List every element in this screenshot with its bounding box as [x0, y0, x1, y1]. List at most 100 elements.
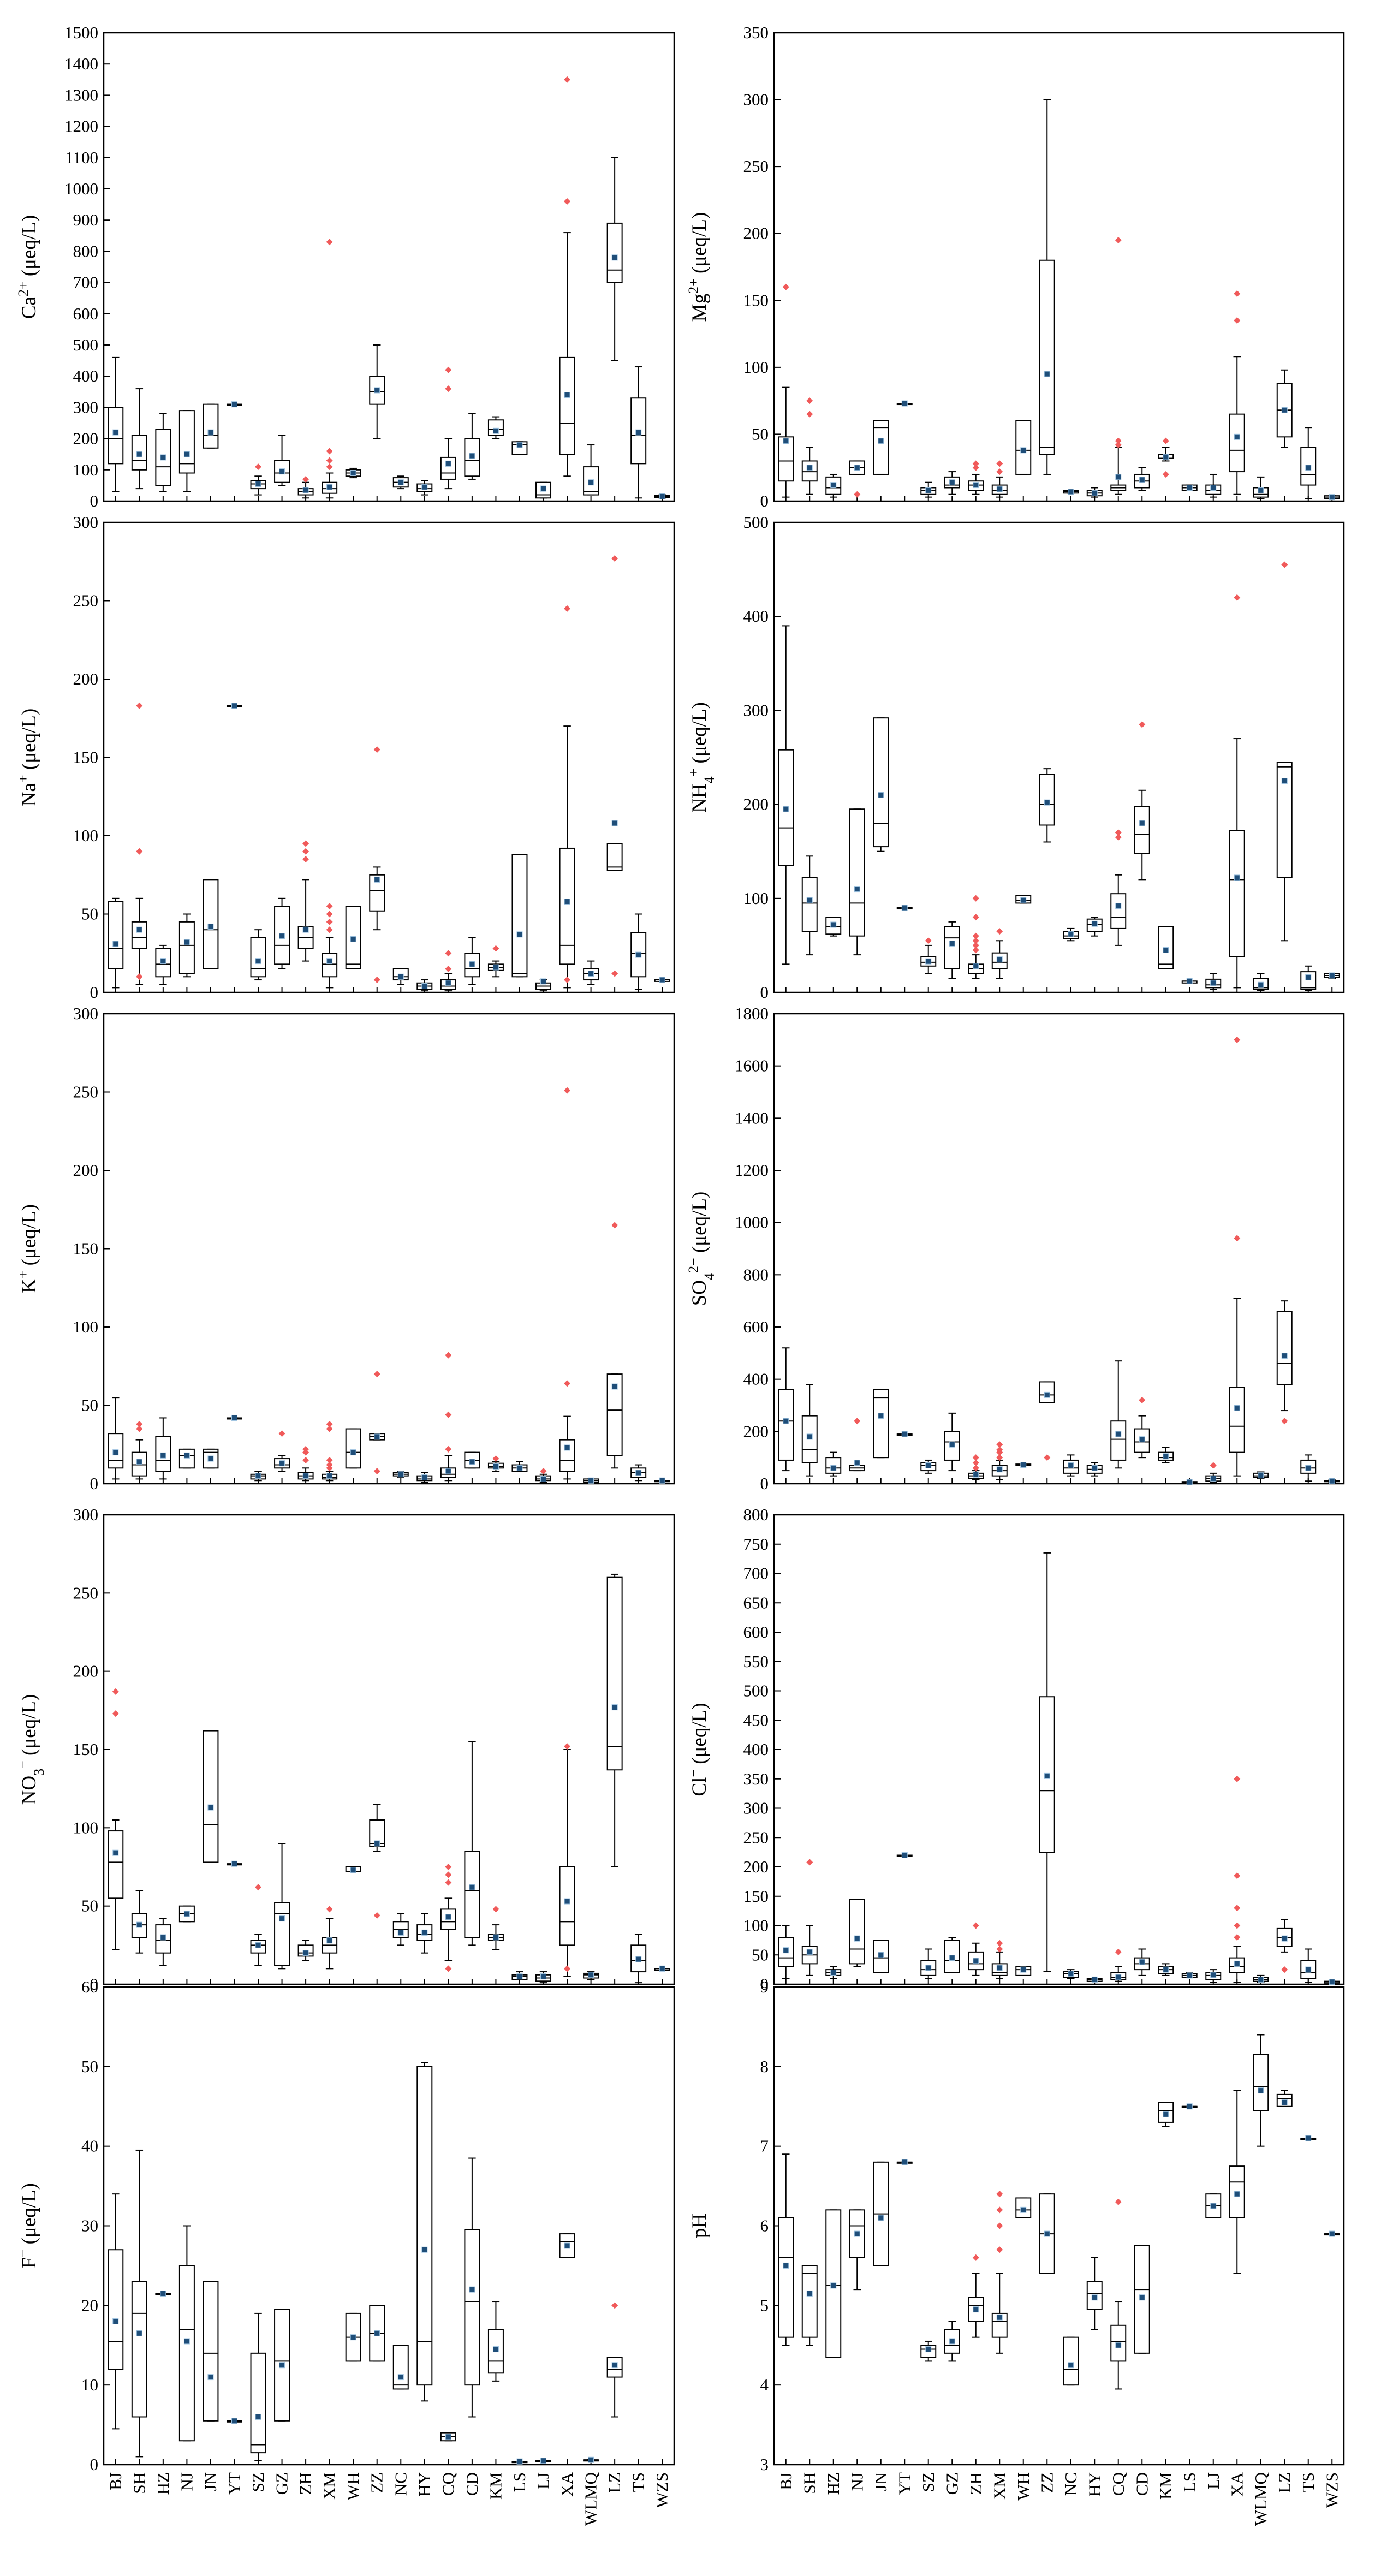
y-tick-label: 500: [73, 335, 99, 354]
box-hz: [155, 1417, 171, 1480]
chart-panel-5: 0 50 100 150 200 250 300 K+ (μeq/L): [15, 1004, 675, 1493]
outlier-point: [564, 605, 571, 612]
box-hz: [155, 413, 171, 492]
y-tick-label: 50: [81, 905, 98, 924]
box-iqr: [606, 222, 623, 283]
mean-marker: [806, 2290, 813, 2297]
outlier-point: [972, 1459, 979, 1466]
chart-panel-3: 0 50 100 150 200 250 300 Na+ (μeq/L): [15, 513, 675, 1002]
mean-marker: [1139, 820, 1145, 826]
outlier-point: [611, 1222, 618, 1229]
mean-marker: [878, 792, 884, 798]
plot-frame: [103, 1013, 675, 1485]
outlier-point: [972, 942, 979, 949]
outlier-point: [112, 1710, 119, 1717]
y-axis-label: pH: [688, 2214, 711, 2238]
box-jn: [203, 2281, 219, 2422]
outlier-point: [1115, 1948, 1122, 1955]
outlier-point: [326, 918, 333, 925]
y-tick-label: 50: [81, 2057, 98, 2076]
box-lj: [535, 1468, 552, 1483]
box-ls: [1181, 1972, 1198, 1979]
mean-marker: [901, 905, 908, 911]
y-tick-label: 3: [760, 2455, 769, 2474]
y-tick-label: 20: [81, 2295, 98, 2315]
box-wh: [1015, 420, 1032, 475]
box-iqr: [606, 1576, 623, 1771]
mean-marker: [564, 1898, 570, 1905]
outlier-point: [1234, 1775, 1241, 1782]
y-tick-label: 60: [81, 1977, 98, 1996]
mean-marker: [183, 451, 190, 457]
mean-marker: [588, 1972, 594, 1978]
box-iqr: [131, 921, 147, 949]
outlier-point: [492, 1906, 499, 1913]
y-tick-label: 700: [73, 273, 99, 292]
box-ls: [511, 854, 528, 978]
y-tick-label: 6: [760, 2216, 769, 2235]
mean-marker: [1305, 1966, 1312, 1973]
box-hy: [1086, 2257, 1103, 2330]
mean-marker: [1163, 454, 1169, 460]
chart-panel-4: 0 100 200 300 400 500 NH4+ (μeq/L): [686, 513, 1345, 1002]
box-xa: [1229, 2090, 1245, 2274]
mean-marker: [279, 1460, 285, 1467]
x-category-label: KM: [1156, 2472, 1175, 2500]
box-lz: [1276, 2090, 1293, 2107]
mean-marker: [1258, 487, 1264, 493]
x-category-label: NJ: [847, 2472, 866, 2491]
mean-marker: [183, 1911, 190, 1917]
mean-marker: [830, 921, 837, 928]
box-iqr: [1063, 2336, 1079, 2386]
box-iqr: [1229, 413, 1245, 473]
mean-marker: [659, 1477, 665, 1484]
y-tick-label: 9: [760, 1977, 769, 1996]
box-nc: [392, 1913, 409, 1946]
outlier-point: [972, 1454, 979, 1461]
outlier-point: [972, 2254, 979, 2261]
mean-marker: [1115, 1431, 1122, 1437]
outlier-point: [1234, 1922, 1241, 1929]
box-iqr: [274, 1902, 290, 1966]
outlier-point: [326, 457, 333, 464]
mean-marker: [806, 1949, 813, 1955]
box-wlmq: [1253, 476, 1269, 499]
outlier-point: [136, 1425, 143, 1432]
mean-marker: [1163, 2111, 1169, 2117]
mean-marker: [160, 958, 166, 965]
mean-marker: [302, 1950, 309, 1956]
box-jn: [873, 420, 889, 475]
mean-marker: [925, 487, 932, 493]
box-km: [1158, 1963, 1174, 1976]
outlier-point: [996, 1946, 1003, 1953]
mean-marker: [973, 2306, 979, 2313]
mean-marker: [1234, 1405, 1240, 1411]
mean-marker: [255, 1942, 261, 1948]
mean-marker: [901, 1431, 908, 1437]
box-hz: [155, 2290, 171, 2297]
y-tick-label: 1500: [64, 23, 98, 42]
box-ls: [511, 2458, 528, 2465]
mean-marker: [516, 442, 523, 448]
box-iqr: [108, 407, 124, 465]
outlier-point: [1139, 721, 1146, 728]
box-gz: [274, 435, 290, 486]
box-jn: [203, 403, 219, 449]
mean-marker: [783, 1418, 789, 1424]
box-bj: [108, 1688, 124, 1950]
x-category-label: LJ: [1204, 2472, 1223, 2489]
outlier-point: [1115, 437, 1122, 444]
box-jn: [203, 1448, 219, 1469]
x-category-label: HZ: [153, 2472, 172, 2495]
mean-marker: [1044, 799, 1050, 806]
mean-marker: [136, 926, 142, 933]
y-tick-label: 4: [760, 2375, 769, 2394]
box-iqr: [203, 403, 219, 449]
box-iqr: [778, 1389, 794, 1461]
box-iqr: [178, 921, 195, 974]
box-wzs: [1324, 2230, 1340, 2237]
box-wzs: [654, 977, 670, 983]
mean-marker: [1115, 1974, 1122, 1980]
y-tick-label: 250: [73, 1583, 99, 1602]
box-bj: [778, 1925, 794, 1979]
